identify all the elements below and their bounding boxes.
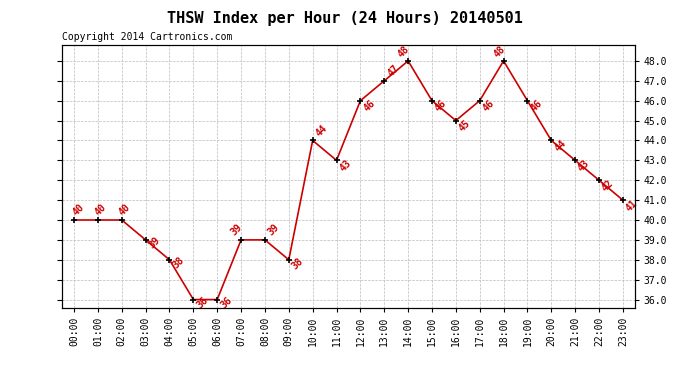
- Text: 45: 45: [457, 118, 473, 134]
- Text: 48: 48: [491, 44, 507, 59]
- Text: 44: 44: [314, 123, 329, 138]
- Text: 46: 46: [433, 98, 448, 114]
- Text: 39: 39: [147, 236, 162, 251]
- Text: 46: 46: [529, 98, 544, 114]
- Text: 46: 46: [481, 98, 496, 114]
- Text: 39: 39: [266, 222, 282, 238]
- Text: 40: 40: [117, 202, 132, 217]
- Text: 42: 42: [600, 178, 615, 193]
- Text: 48: 48: [396, 44, 411, 59]
- Text: 41: 41: [624, 198, 640, 213]
- Text: 43: 43: [337, 158, 353, 173]
- Text: 38: 38: [170, 255, 186, 271]
- Text: 36: 36: [219, 295, 234, 310]
- Text: 40: 40: [70, 202, 86, 217]
- Text: 38: 38: [290, 256, 306, 272]
- Text: 36: 36: [195, 295, 210, 310]
- Text: 43: 43: [576, 158, 592, 173]
- Text: 47: 47: [386, 63, 401, 79]
- Text: 40: 40: [93, 202, 108, 217]
- Text: Copyright 2014 Cartronics.com: Copyright 2014 Cartronics.com: [62, 32, 233, 42]
- Text: 39: 39: [229, 222, 244, 238]
- Text: 44: 44: [553, 138, 568, 153]
- Text: THSW Index per Hour (24 Hours) 20140501: THSW Index per Hour (24 Hours) 20140501: [167, 11, 523, 26]
- Text: 46: 46: [362, 98, 377, 114]
